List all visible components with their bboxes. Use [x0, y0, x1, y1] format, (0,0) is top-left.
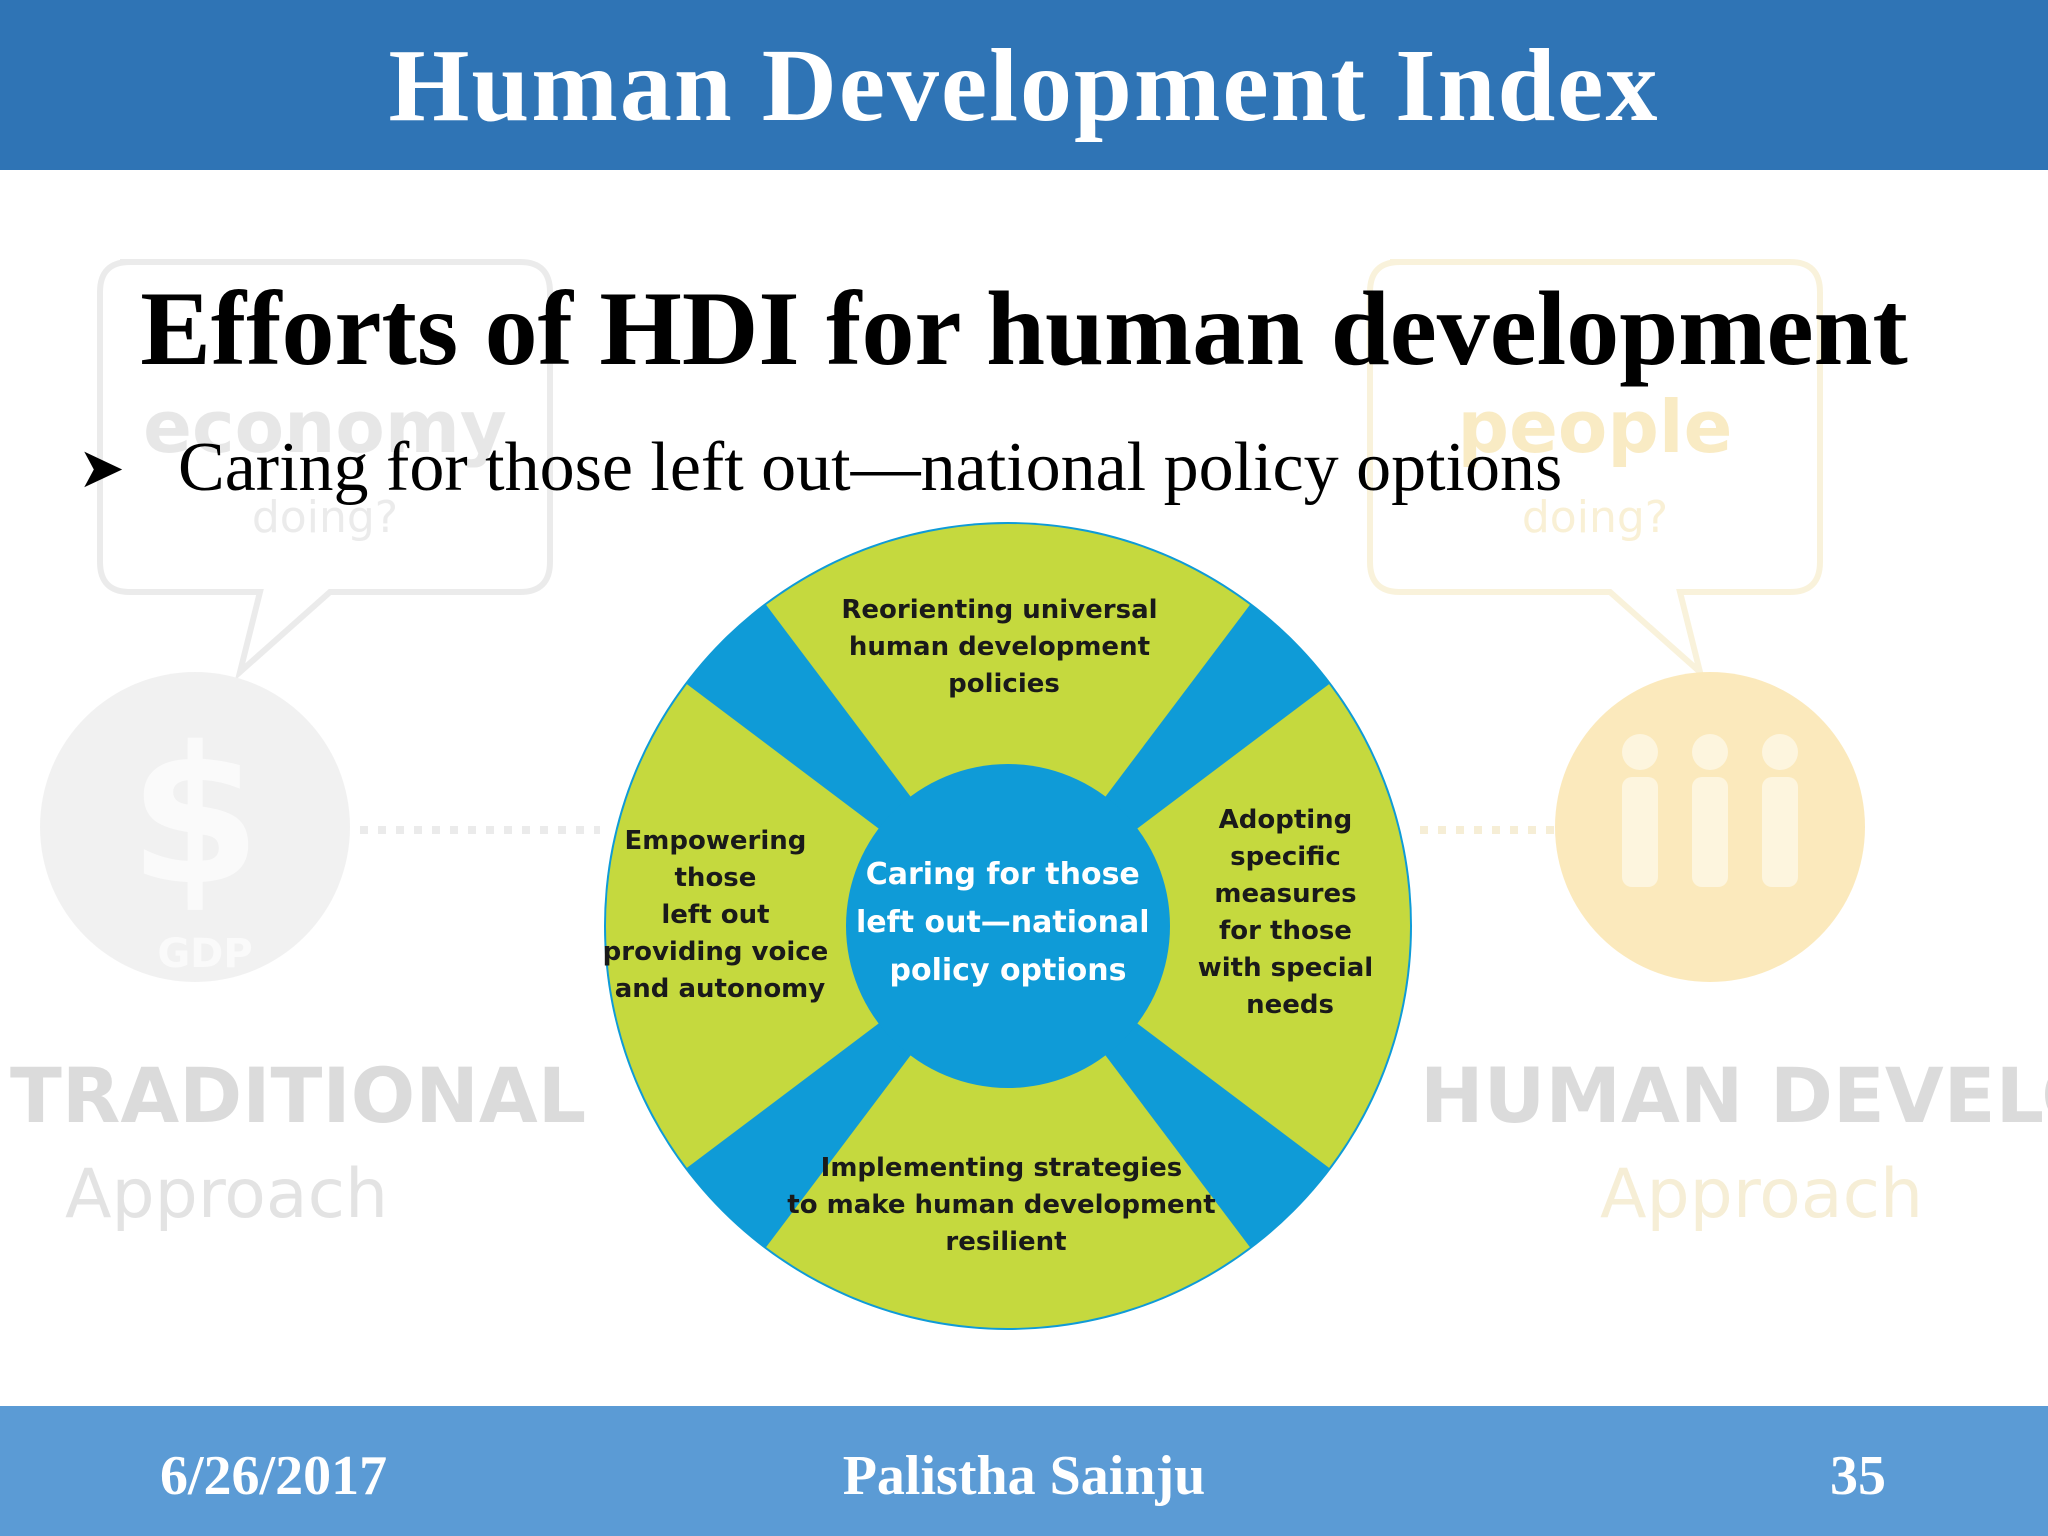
gdp-circle [40, 672, 350, 982]
right-line-6: needs [1246, 990, 1334, 1020]
slide-subtitle: Efforts of HDI for human development [140, 270, 1908, 387]
policy-options-diagram: Reorienting universal human development … [603, 522, 1412, 1330]
center-line-2: left out—national [856, 905, 1150, 940]
segment-bottom [766, 926, 1250, 1329]
left-speech-bubble [97, 259, 553, 681]
left-line-1: Empowering [625, 826, 807, 856]
traditional-label: TRADITIONAL [10, 1051, 586, 1140]
left-line-2: those [675, 863, 757, 893]
gdp-caption: GDP [157, 931, 252, 977]
top-line-3: policies [948, 669, 1060, 699]
right-line-4: for those [1219, 916, 1352, 946]
diagram-bottom-text: Implementing strategies to make human de… [787, 1153, 1224, 1257]
bullet-item: ➤ Caring for those left out—national pol… [78, 428, 1562, 508]
human-development-label: HUMAN DEVELOPMENT [1420, 1051, 2048, 1140]
center-line-1: Caring for those [866, 857, 1140, 892]
slide-title: Human Development Index [388, 27, 1660, 143]
bottom-line-3: resilient [945, 1227, 1066, 1257]
right-speech-bubble [1367, 259, 1823, 681]
right-bubble-question: doing? [1522, 492, 1668, 543]
footer-date: 6/26/2017 [160, 1445, 388, 1507]
diagram-center-circle [846, 764, 1170, 1088]
traditional-sublabel: Approach [65, 1155, 388, 1234]
footer-author: Palistha Sainju [842, 1445, 1206, 1507]
dollar-icon: $ [129, 706, 261, 927]
bottom-line-2: to make human development [787, 1190, 1215, 1220]
left-line-3: left out [661, 900, 769, 930]
top-line-1: Reorienting universal [841, 595, 1157, 625]
background-illustration: economy doing? $ GDP TRADITIONAL Approac… [10, 259, 2048, 1234]
top-line-2: human development [849, 632, 1150, 662]
bullet-text: Caring for those left out—national polic… [178, 429, 1563, 506]
diagram-left-text: Empowering those left out providing voic… [603, 826, 838, 1004]
left-bubble-word: economy [143, 385, 507, 469]
right-bubble-word: people [1458, 385, 1733, 469]
diagram-center-text: Caring for those left out—national polic… [856, 857, 1160, 988]
people-circle [1555, 672, 1865, 982]
arrow-bullet-icon: ➤ [78, 435, 125, 501]
slide-header: Human Development Index [0, 0, 2048, 170]
slide-footer: Palistha Sainju 6/26/2017 35 [0, 1406, 2048, 1536]
people-icon [1622, 734, 1798, 887]
segment-top [766, 523, 1250, 926]
left-line-4: providing voice [603, 937, 829, 967]
left-bubble-question: doing? [252, 492, 398, 543]
right-line-2: specific [1230, 842, 1341, 872]
segment-left [605, 684, 1008, 1168]
diagram-segments [605, 523, 1411, 1329]
right-line-1: Adopting [1219, 805, 1353, 835]
center-line-3: policy options [890, 953, 1127, 988]
human-development-sublabel: Approach [1600, 1155, 1923, 1234]
left-line-5: and autonomy [615, 974, 826, 1004]
page-number: 35 [1830, 1445, 1886, 1507]
bottom-line-1: Implementing strategies [821, 1153, 1183, 1183]
diagram-right-text: Adopting specific measures for those wit… [1198, 805, 1383, 1020]
right-line-3: measures [1214, 879, 1356, 909]
right-line-5: with special [1198, 953, 1373, 983]
segment-right [1008, 684, 1411, 1168]
diagram-top-text: Reorienting universal human development … [841, 595, 1166, 699]
